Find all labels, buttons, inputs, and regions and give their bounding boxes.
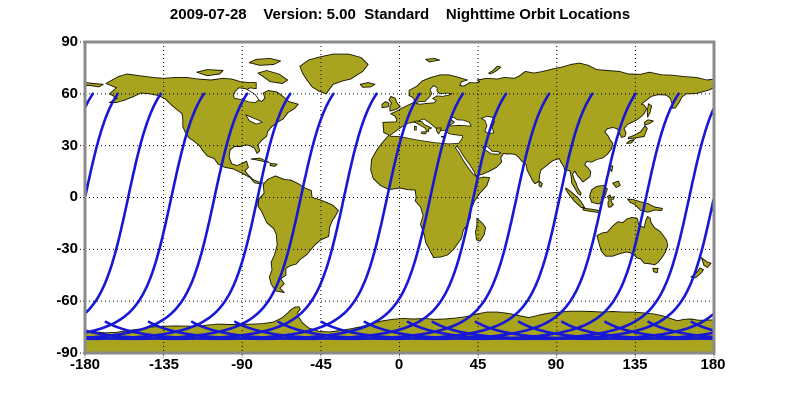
orbit-track-7 (104, 92, 422, 341)
land-mindanao (612, 180, 621, 188)
y-tick-label-60: 60 (61, 85, 78, 102)
x-tick-label-n90: -90 (231, 356, 253, 373)
x-tick-label-180: 180 (700, 356, 726, 373)
orbit-track-0 (431, 191, 714, 341)
orbit-track-2 (85, 92, 206, 335)
orbit-track-6 (85, 92, 378, 341)
orbit-track-8 (147, 92, 465, 341)
x-tick-label-n180: -180 (69, 356, 101, 373)
land-hispaniola (269, 162, 278, 167)
land-ireland (381, 101, 390, 109)
x-tick-label-0: 0 (394, 356, 404, 373)
y-tick-label-n60: -60 (56, 292, 78, 309)
land-tasmania (652, 267, 659, 274)
land-nz-north-island (700, 257, 712, 268)
orbit-track-5 (647, 320, 714, 339)
orbit-track-1 (85, 92, 162, 316)
land-italy (412, 120, 432, 133)
land-java (582, 207, 601, 214)
land-sulawesi (606, 194, 615, 208)
land-honshu (627, 125, 648, 140)
land-madagascar (475, 217, 487, 242)
orbit-track-7 (735, 322, 774, 334)
land-sicily (420, 131, 427, 135)
orbit-track-12 (320, 92, 637, 341)
land-svalbard (425, 57, 441, 63)
orbit-track-4 (604, 320, 714, 341)
y-tick-label-n30: -30 (56, 240, 78, 257)
x-tick-label-n135: -135 (148, 356, 180, 373)
orbit-track-10 (234, 92, 551, 341)
orbit-track-6 (690, 320, 714, 332)
land-iceland (359, 82, 376, 88)
x-tick-label-90: 90 (547, 356, 565, 373)
orbit-track-1 (474, 311, 714, 341)
land-ellesmere-island (248, 57, 282, 66)
x-tick-label-n45: -45 (310, 356, 332, 373)
orbit-track-0 (85, 92, 119, 204)
y-tick-label-90: 90 (61, 33, 78, 50)
land-sri-lanka (538, 180, 543, 188)
y-tick-label-30: 30 (61, 137, 78, 154)
land-greece (435, 127, 442, 135)
land-great-britain (388, 95, 401, 112)
land-kyushu (626, 139, 635, 144)
orbit-track-3 (85, 92, 249, 340)
land-baffin-island (257, 70, 289, 84)
water-black-sea (448, 116, 472, 127)
land-novaya-zemlya (488, 65, 502, 75)
orbit-track-13 (363, 92, 680, 341)
y-tick-label-n90: -90 (56, 344, 78, 361)
land-greenland (299, 53, 369, 95)
orbit-track-4 (85, 92, 292, 341)
orbit-track-9 (190, 92, 508, 341)
land-victoria-island (196, 69, 224, 77)
land-sumatra (565, 187, 586, 208)
water-baltic-sea (415, 85, 453, 105)
x-tick-label-45: 45 (469, 356, 487, 373)
water-red-sea (455, 145, 476, 176)
y-tick-label-0: 0 (69, 188, 78, 205)
plot-frame (83, 40, 716, 355)
water-great-lakes (245, 114, 263, 125)
map-layer (85, 42, 774, 353)
x-tick-label-135: 135 (622, 356, 648, 373)
land-sakhalin (646, 103, 653, 118)
land-sardinia (414, 125, 417, 131)
orbit-track-14 (406, 104, 714, 341)
land-south-america (257, 175, 339, 293)
orbit-track-11 (277, 92, 594, 341)
land-hokkaido (644, 119, 654, 126)
plot-title: 2009-07-28 Version: 5.00 Standard Nightt… (169, 6, 631, 23)
orbit-track-5 (85, 92, 335, 341)
land-chukotka-west (85, 82, 104, 88)
land-australia (596, 216, 669, 266)
